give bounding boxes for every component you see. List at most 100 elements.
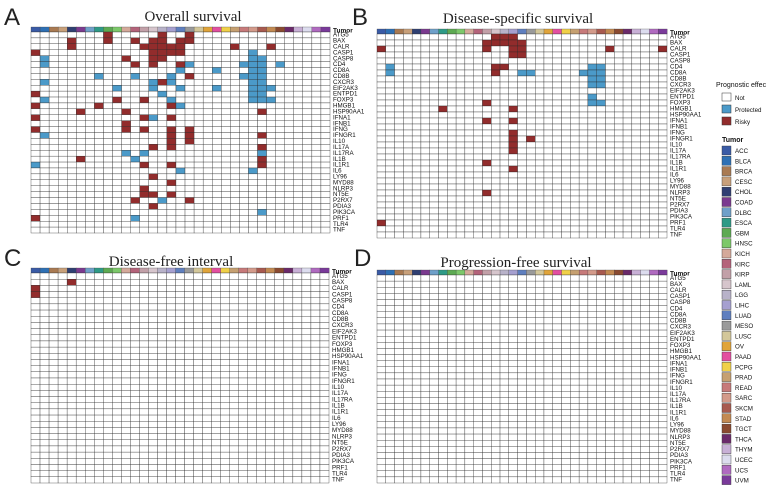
heatmap-cell <box>248 191 258 198</box>
heatmap-cell <box>614 452 624 459</box>
heatmap-cell <box>247 303 257 311</box>
heatmap-cell <box>631 219 641 227</box>
heatmap-cell <box>311 203 322 210</box>
heatmap-cell <box>66 390 77 397</box>
heatmap-cell <box>284 43 294 50</box>
gene-label: IFNA1 <box>332 359 350 366</box>
heatmap-cell <box>248 215 258 222</box>
heatmap-cell <box>48 132 59 139</box>
gene-label: NT5E <box>670 440 686 447</box>
heatmap-cell <box>605 51 615 59</box>
heatmap-cell <box>175 49 186 56</box>
tumor-bar-cell <box>58 26 68 33</box>
legend-effect-swatch <box>721 116 732 126</box>
heatmap-cell <box>438 421 448 429</box>
heatmap-cell <box>85 215 95 222</box>
heatmap-cell <box>385 87 395 95</box>
heatmap-cell <box>175 55 186 62</box>
gene-label: IL17A <box>670 148 687 155</box>
heatmap-cell <box>247 285 257 292</box>
heatmap-cell <box>166 126 177 133</box>
heatmap-cell <box>403 231 413 239</box>
heatmap-cell <box>30 464 41 471</box>
heatmap-cell <box>319 402 330 410</box>
heatmap-cell <box>385 391 395 398</box>
heatmap-cell <box>455 33 466 41</box>
legend-effect-title: Prognostic effect <box>716 82 766 89</box>
heatmap-cell <box>473 366 483 374</box>
heatmap-cell <box>94 334 104 342</box>
heatmap-cell <box>517 45 527 53</box>
heatmap-cell <box>640 329 650 337</box>
heatmap-cell <box>85 132 95 139</box>
heatmap-cell <box>429 274 439 282</box>
heatmap-cell <box>499 391 509 398</box>
heatmap-cell <box>587 446 597 453</box>
heatmap-cell <box>265 279 275 286</box>
heatmap-cell <box>508 39 518 47</box>
heatmap-cell <box>75 445 86 453</box>
heatmap-cell <box>193 322 203 329</box>
heatmap-cell <box>596 123 606 131</box>
heatmap-cell <box>239 49 249 56</box>
heatmap-cell <box>578 69 589 77</box>
heatmap-cell <box>447 129 457 137</box>
heatmap-cell <box>473 440 483 447</box>
heatmap-cell <box>248 37 258 44</box>
heatmap-cell <box>57 414 68 422</box>
heatmap-cell <box>48 67 59 74</box>
heatmap-cell <box>578 427 589 435</box>
heatmap-cell <box>166 402 176 410</box>
heatmap-cell <box>649 452 659 459</box>
heatmap-cell <box>265 433 275 440</box>
heatmap-cell <box>411 421 422 429</box>
heatmap-cell <box>491 87 501 95</box>
heatmap-cell <box>640 105 650 113</box>
heatmap-cell <box>85 470 95 478</box>
heatmap-cell <box>248 61 258 68</box>
heatmap-cell <box>385 33 395 41</box>
heatmap-cell <box>447 69 457 77</box>
heatmap-cell <box>658 219 668 227</box>
heatmap-cell <box>184 334 194 342</box>
heatmap-cell <box>57 451 68 459</box>
heatmap-cell <box>535 135 545 143</box>
heatmap-cell <box>455 51 466 59</box>
heatmap-cell <box>394 446 404 453</box>
heatmap-cell <box>85 67 95 74</box>
heatmap-cell <box>464 189 474 197</box>
heatmap-cell <box>265 371 275 379</box>
heatmap-cell <box>658 207 668 215</box>
heatmap-cell <box>394 470 404 478</box>
heatmap-cell <box>320 179 331 186</box>
heatmap-cell <box>202 402 212 410</box>
heatmap-cell <box>464 280 474 288</box>
heatmap-cell <box>67 55 77 62</box>
heatmap-cell <box>121 279 131 286</box>
heatmap-cell <box>230 203 240 210</box>
heatmap-cell <box>121 185 131 192</box>
heatmap-cell <box>166 73 177 80</box>
heatmap-cell <box>438 93 448 101</box>
heatmap-cell <box>75 353 86 360</box>
gene-label: IL6 <box>333 168 342 175</box>
heatmap-cell <box>66 365 77 373</box>
heatmap-cell <box>464 51 474 59</box>
heatmap-cell <box>48 179 59 186</box>
heatmap-cell <box>94 31 104 39</box>
heatmap-cell <box>508 165 518 173</box>
heatmap-cell <box>376 458 386 465</box>
tumor-bar-cell <box>211 267 221 274</box>
heatmap-cell <box>301 476 312 484</box>
heatmap-cell <box>561 231 571 239</box>
heatmap-cell <box>526 476 536 484</box>
heatmap-cell <box>376 63 386 71</box>
gene-label: EIF2AK3 <box>333 85 358 92</box>
heatmap-cell <box>622 384 633 392</box>
heatmap-cell <box>614 51 624 59</box>
heatmap-cell <box>39 272 50 280</box>
heatmap-cell <box>230 55 240 62</box>
heatmap-cell <box>193 221 204 228</box>
heatmap-cell <box>48 173 59 180</box>
heatmap-cell <box>112 185 122 192</box>
